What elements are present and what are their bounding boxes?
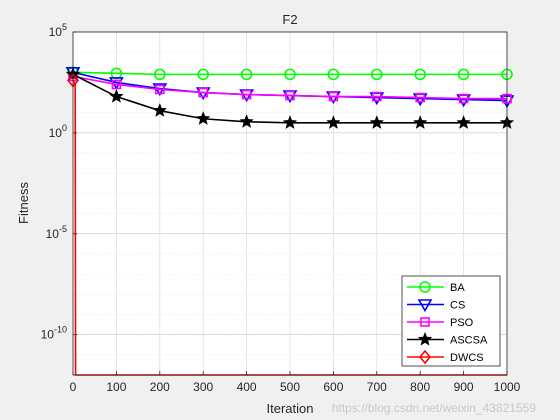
data-point <box>326 115 341 130</box>
legend-label: ASCSA <box>450 335 488 347</box>
x-tick-label: 200 <box>150 380 170 394</box>
data-point <box>456 115 471 130</box>
legend-marker <box>417 331 433 346</box>
data-point <box>327 68 340 81</box>
chart-title: F2 <box>282 12 297 27</box>
y-axis-label: Fitness <box>16 182 31 224</box>
data-point <box>155 84 165 95</box>
legend: BA CS PSO ASCSA DWCS <box>401 275 501 367</box>
data-point <box>457 68 470 81</box>
x-tick-label: 100 <box>106 380 126 394</box>
series-pso <box>68 71 512 104</box>
legend-box <box>401 275 501 367</box>
legend-label: DWCS <box>450 352 484 364</box>
y-tick-label: 10-10 <box>41 325 67 342</box>
data-point <box>328 91 339 102</box>
data-point <box>285 90 295 101</box>
legend-marker <box>417 299 433 313</box>
x-tick-label: 900 <box>454 380 474 394</box>
legend-label: PSO <box>450 317 474 329</box>
data-point <box>195 111 211 125</box>
data-point <box>154 68 166 81</box>
data-point <box>152 102 168 117</box>
data-point <box>371 91 382 102</box>
watermark: https://blog.csdn.net/weixin_43821559 <box>332 401 536 415</box>
x-tick-label: 400 <box>237 380 257 394</box>
legend-marker <box>419 281 431 293</box>
data-point <box>241 89 252 100</box>
data-point <box>109 88 124 103</box>
x-tick-label: 0 <box>70 380 77 394</box>
x-tick-label: 600 <box>323 380 343 394</box>
data-point <box>240 68 253 81</box>
legend-label: CS <box>450 300 465 312</box>
data-point <box>412 115 428 130</box>
ticks: 0 100 200 300 400 500 600 700 800 900 1000 105 100 10… <box>41 22 521 394</box>
data-point <box>369 115 385 130</box>
x-tick-label: 700 <box>367 380 387 394</box>
y-tick-label: 105 <box>49 22 67 39</box>
legend-label: BA <box>450 282 465 294</box>
data-point <box>284 68 296 81</box>
data-point <box>370 68 383 81</box>
x-tick-label: 300 <box>193 380 213 394</box>
data-point <box>239 114 254 129</box>
x-axis-label: Iteration <box>267 401 314 416</box>
y-tick-label: 100 <box>49 123 67 140</box>
data-point <box>282 115 298 130</box>
x-tick-label: 1000 <box>494 380 521 394</box>
data-point <box>111 79 122 90</box>
data-point <box>197 68 209 81</box>
series-line <box>72 71 507 76</box>
data-point <box>414 68 427 81</box>
data-point <box>458 93 469 104</box>
data-point <box>198 87 208 98</box>
data-point <box>415 92 426 103</box>
series-line <box>72 75 507 100</box>
legend-marker <box>420 317 430 327</box>
y-tick-label: 10-5 <box>46 224 67 241</box>
legend-marker <box>418 349 432 365</box>
x-tick-label: 500 <box>280 380 300 394</box>
x-tick-label: 800 <box>410 380 430 394</box>
